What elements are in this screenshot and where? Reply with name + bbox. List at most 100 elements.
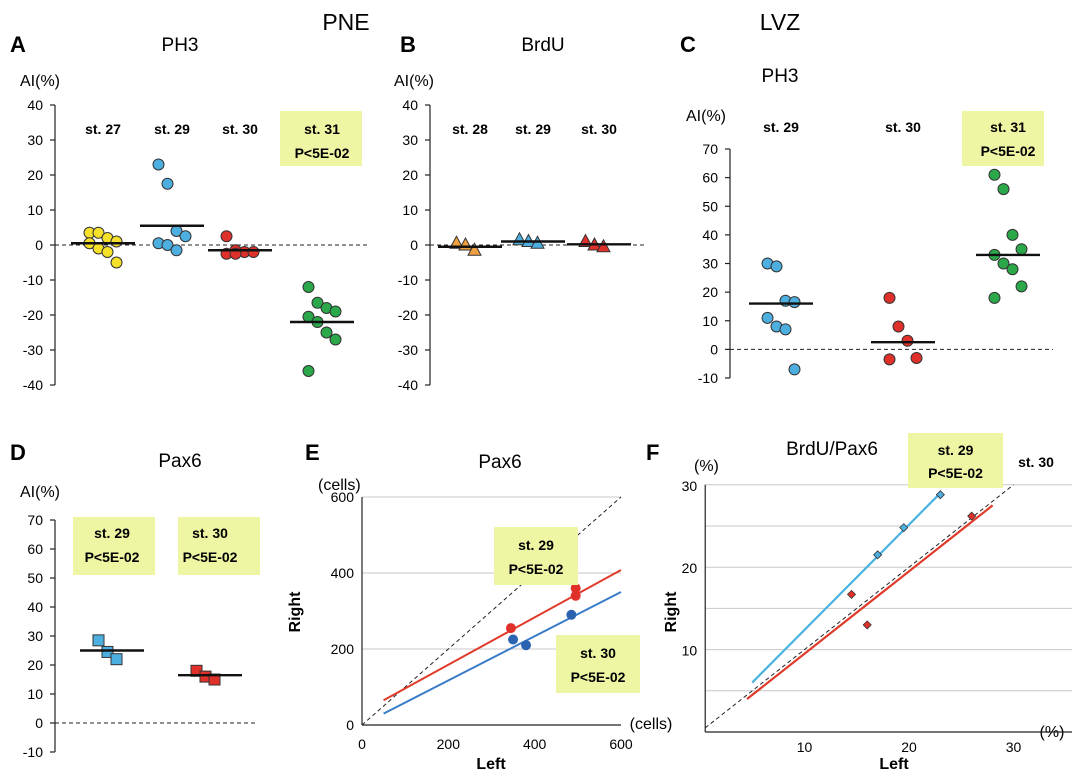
group-label: st. 30 [581, 121, 617, 137]
data-point [873, 550, 883, 560]
panel-C: C PH3 AI(%) -10 0 10 20 30 40 50 60 70 st. 29 st. 30 s… [680, 32, 1053, 386]
y-tick-label: 30 [27, 132, 43, 148]
y-tick-label: 30 [27, 628, 43, 644]
panel-letter: C [680, 32, 696, 57]
y-axis-label: AI(%) [20, 484, 60, 501]
data-point [967, 511, 977, 521]
y-tick-label: 30 [682, 478, 698, 494]
panel-letter: F [646, 440, 659, 465]
data-point [1015, 243, 1028, 256]
panel-title: BrdU [521, 35, 564, 56]
significance-box [280, 111, 362, 166]
y-tick-label: 10 [27, 686, 43, 702]
data-point [179, 230, 192, 243]
x-axis-label: Left [879, 756, 909, 773]
x-tick-label: 10 [797, 739, 813, 755]
data-point [170, 244, 183, 257]
p-value-label: P<5E-02 [509, 561, 564, 577]
group-label: st. 30 [1018, 454, 1054, 470]
group-label: st. 29 [938, 442, 974, 458]
data-point [220, 230, 233, 243]
y-tick-label: 20 [702, 284, 718, 300]
data-point [997, 183, 1010, 196]
group-label: st. 30 [885, 119, 921, 135]
y-tick-label: 0 [346, 717, 354, 733]
data-point [467, 242, 482, 256]
data-point [329, 305, 342, 318]
p-value-label: P<5E-02 [85, 549, 140, 565]
y-tick-label: 10 [27, 202, 43, 218]
x-tick-label: 30 [1006, 739, 1022, 755]
significance-box [178, 517, 260, 575]
data-point [92, 226, 105, 239]
data-point [935, 490, 945, 500]
p-value-label: P<5E-02 [928, 465, 983, 481]
p-value-label: P<5E-02 [295, 145, 350, 161]
fit-line [383, 591, 622, 715]
fit-line [383, 569, 622, 702]
data-point [1015, 280, 1028, 293]
p-value-label: P<5E-02 [981, 143, 1036, 159]
data-point [862, 620, 872, 630]
x-tick-label: 0 [358, 736, 366, 752]
data-point [899, 523, 909, 533]
data-point [892, 320, 905, 333]
y-tick-label: -10 [398, 272, 418, 288]
data-point [110, 235, 123, 248]
y-axis-label: AI(%) [20, 73, 60, 90]
group-label: st. 28 [452, 121, 488, 137]
data-point [161, 239, 174, 251]
data-point [770, 260, 783, 273]
data-point [508, 634, 519, 645]
significance-box [962, 111, 1044, 166]
data-point [570, 583, 581, 594]
y-tick-label: -20 [23, 307, 43, 323]
panel-letter: A [10, 32, 26, 57]
p-value-label: P<5E-02 [571, 669, 626, 685]
data-point [329, 333, 342, 346]
y-tick-label: 40 [702, 227, 718, 243]
significance-box [908, 433, 1003, 488]
y-tick-label: 20 [402, 167, 418, 183]
data-point [1006, 228, 1019, 241]
y-tick-label: 0 [35, 715, 43, 731]
data-point [449, 235, 464, 249]
data-point [110, 653, 123, 666]
y-tick-label: -10 [23, 272, 43, 288]
panel-letter: B [400, 32, 416, 57]
fit-line [751, 492, 942, 684]
y-tick-label: 30 [402, 132, 418, 148]
data-point [101, 645, 114, 658]
data-point [988, 291, 1001, 304]
data-point [521, 640, 532, 651]
group-label: st. 29 [94, 525, 130, 541]
data-point [247, 246, 260, 258]
y-tick-label: 70 [702, 141, 718, 157]
y-tick-label: -30 [23, 342, 43, 358]
x-tick-label: 600 [609, 736, 633, 752]
y-tick-label: 10 [682, 643, 698, 659]
panel-title: Pax6 [158, 451, 201, 472]
y-tick-label: 20 [27, 657, 43, 673]
data-point [566, 609, 577, 620]
y-tick-label: 10 [702, 313, 718, 329]
data-point [883, 291, 896, 304]
y-tick-label: 400 [331, 565, 355, 581]
panel-A: A PH3 AI(%) -40 -30 -20 -10 0 10 20 30 40 st. 27 st. … [10, 32, 367, 393]
group-label: st. 30 [222, 121, 258, 137]
group-label: st. 30 [192, 525, 228, 541]
y-tick-label: 60 [27, 541, 43, 557]
data-point [788, 363, 801, 376]
data-point [92, 634, 105, 647]
fit-line [746, 504, 994, 700]
y-tick-label: -40 [23, 377, 43, 393]
data-point [901, 334, 914, 347]
data-point [302, 365, 315, 377]
group-label: st. 31 [990, 119, 1026, 135]
header-lvz: LVZ [760, 9, 800, 35]
y-tick-label: 20 [682, 560, 698, 576]
group-label: st. 29 [518, 537, 554, 553]
y-unit-label: (%) [694, 458, 719, 475]
x-unit-label: (cells) [630, 716, 673, 733]
y-tick-label: -20 [398, 307, 418, 323]
